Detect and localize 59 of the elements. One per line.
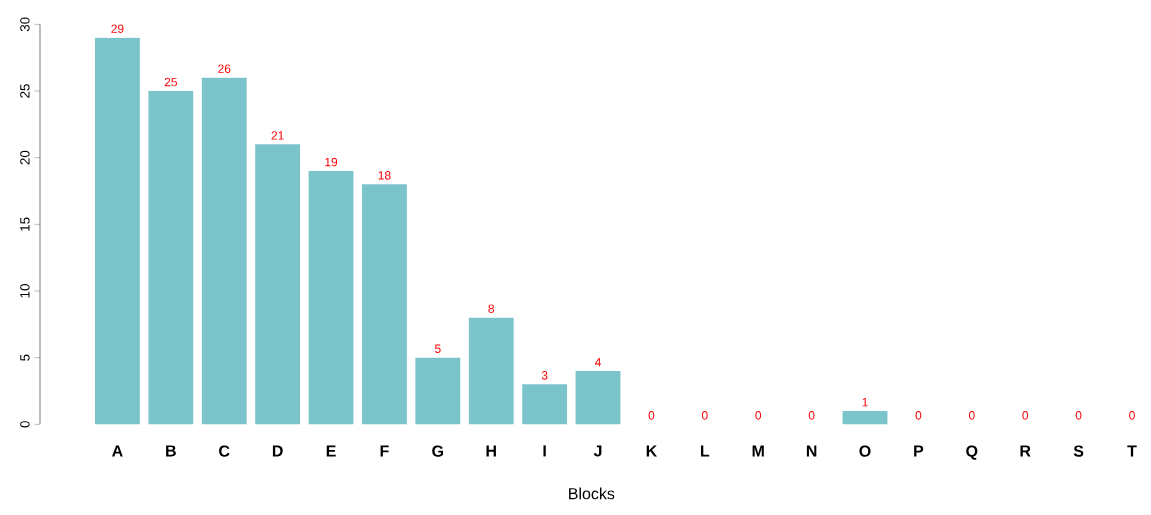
data-label: 0 <box>755 411 762 420</box>
data-label: 0 <box>1075 411 1082 420</box>
bar <box>842 411 888 425</box>
data-label: 5 <box>434 344 441 353</box>
data-label: 18 <box>378 171 391 180</box>
x-tick-label: S <box>1073 445 1084 457</box>
data-label: 0 <box>1129 411 1135 420</box>
data-label: 8 <box>488 304 495 313</box>
x-tick-label: L <box>700 445 710 457</box>
x-tick-label: T <box>1127 445 1137 457</box>
x-tick-label: N <box>806 445 817 457</box>
x-tick-label: K <box>646 445 658 457</box>
x-tick-label: O <box>859 445 871 457</box>
bar <box>362 184 407 425</box>
x-tick-label: E <box>326 445 336 457</box>
bar <box>95 37 140 425</box>
bar <box>255 144 301 425</box>
data-label: 21 <box>271 131 284 140</box>
y-tick-label: 25 <box>20 84 30 98</box>
x-tick-label: A <box>112 445 123 457</box>
data-label: 1 <box>862 398 868 407</box>
data-label: 0 <box>808 411 815 420</box>
y-tick-label: 30 <box>20 17 30 32</box>
y-tick-label: 0 <box>20 421 30 428</box>
x-tick-label: P <box>914 445 924 457</box>
data-label: 0 <box>968 411 975 420</box>
x-tick-label: H <box>486 445 496 457</box>
x-tick-label: F <box>380 445 389 457</box>
bar <box>468 317 514 425</box>
bar <box>308 171 354 425</box>
x-tick-label: C <box>219 445 230 457</box>
x-tick-label: M <box>752 445 764 457</box>
x-tick-label: I <box>543 445 546 457</box>
x-tick-label: D <box>272 445 283 457</box>
data-label: 25 <box>164 77 177 87</box>
y-tick-label: 5 <box>20 354 30 361</box>
data-label: 29 <box>111 24 124 33</box>
data-label: 0 <box>701 411 708 420</box>
bar <box>201 77 247 425</box>
x-tick-label: B <box>166 445 176 457</box>
x-tick-label: Q <box>966 445 978 460</box>
bar <box>575 371 621 425</box>
bar <box>415 357 461 425</box>
x-axis-title: Blocks <box>569 487 615 500</box>
data-label: 19 <box>325 157 338 167</box>
y-tick-label: 15 <box>20 217 30 231</box>
y-tick-label: 10 <box>20 284 30 298</box>
data-label: 26 <box>218 64 231 73</box>
data-label: 3 <box>541 371 548 380</box>
data-label: 0 <box>1022 411 1029 420</box>
bar <box>522 384 568 425</box>
data-label: 0 <box>648 411 655 420</box>
x-tick-label: G <box>432 445 444 457</box>
y-tick-label: 20 <box>20 150 30 165</box>
data-label: 0 <box>915 411 922 420</box>
bar <box>148 91 194 425</box>
x-tick-label: J <box>593 445 602 457</box>
x-tick-label: R <box>1020 445 1031 457</box>
data-label: 4 <box>594 358 601 367</box>
